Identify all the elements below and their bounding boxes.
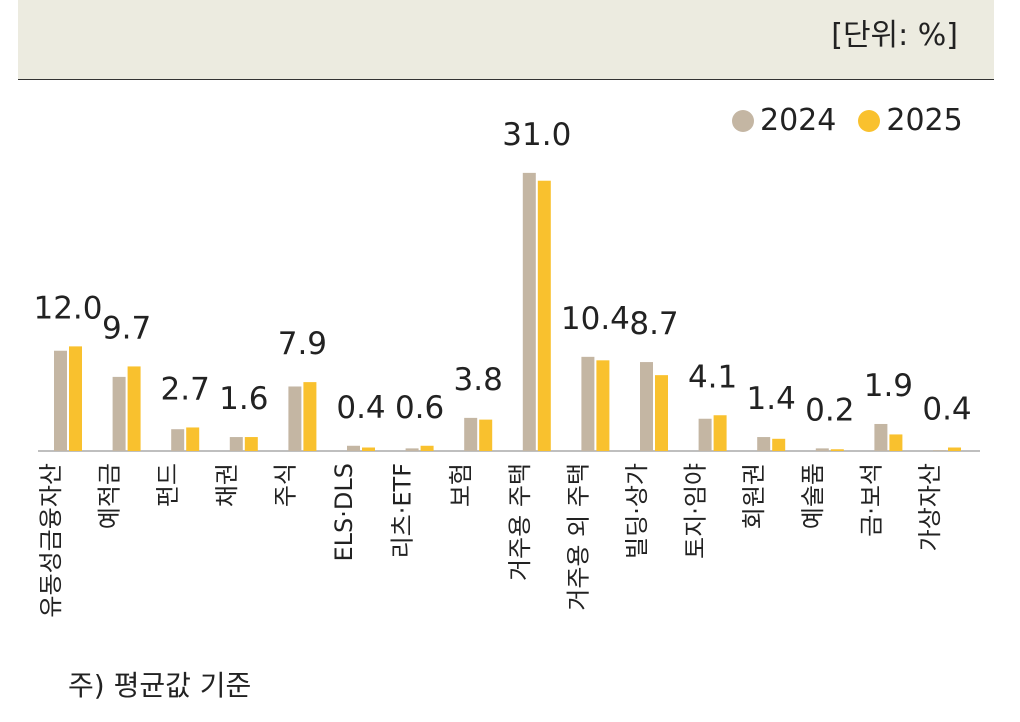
- legend-swatch-2025: [858, 109, 881, 132]
- bar-2024: [171, 429, 185, 451]
- bar-2024: [522, 172, 536, 451]
- bar-2025: [303, 382, 317, 451]
- bar-2025: [244, 437, 258, 451]
- data-label: 8.7: [629, 306, 678, 342]
- data-label: 9.7: [102, 310, 151, 346]
- bar-2024: [229, 437, 243, 451]
- bar-2024: [347, 445, 360, 451]
- footnote: 주) 평균값 기준: [68, 669, 252, 702]
- category-label: 거주용 외 주택: [564, 463, 592, 611]
- data-label: 0.2: [805, 392, 854, 428]
- bar-2025: [596, 360, 610, 451]
- category-label: 주식: [271, 463, 299, 507]
- bar-2025: [772, 438, 786, 451]
- data-label: 0.4: [922, 392, 971, 428]
- data-label: 1.6: [219, 381, 268, 417]
- legend-item-2024: 2024: [732, 103, 836, 138]
- data-label: 12.0: [33, 290, 102, 326]
- bar-2025: [713, 415, 727, 451]
- legend-label-2025: 2025: [886, 103, 963, 138]
- category-label: 채권: [213, 463, 241, 507]
- bar-2025: [127, 366, 141, 451]
- bar-2024: [464, 417, 478, 451]
- bar-2025: [479, 419, 493, 451]
- bar-2024: [581, 356, 595, 451]
- category-label: 토지·임야: [682, 463, 710, 559]
- data-label: 1.9: [864, 368, 913, 404]
- category-label: 리츠·ETF: [389, 463, 417, 558]
- category-label: 가상자산: [916, 463, 944, 551]
- unit-label: [단위: %]: [831, 18, 958, 53]
- category-label: 예술품: [799, 463, 827, 529]
- bar-2024: [54, 350, 67, 451]
- bar-2025: [889, 434, 903, 451]
- category-label: 펀드: [154, 463, 182, 507]
- bar-2024: [405, 448, 419, 451]
- data-label: 2.7: [161, 371, 210, 407]
- bar-2024: [288, 386, 302, 451]
- bar-2024: [874, 423, 888, 451]
- bar-2025: [186, 427, 200, 451]
- bar-2025: [420, 445, 434, 451]
- data-label: 0.6: [395, 390, 444, 426]
- bar-2024: [933, 450, 946, 451]
- data-label: 1.4: [747, 381, 796, 417]
- bar-2024: [640, 362, 653, 451]
- category-label: 금·보석: [857, 463, 885, 537]
- header-band: [단위: %]: [18, 0, 994, 80]
- bar-2024: [815, 448, 829, 451]
- bar-2025: [948, 447, 961, 451]
- data-label: 10.4: [561, 301, 630, 337]
- category-label: 유동성금융자산: [37, 463, 65, 618]
- category-label: 빌딩·상가: [623, 463, 651, 559]
- legend-item-2025: 2025: [858, 103, 963, 138]
- data-label: 3.8: [454, 362, 503, 398]
- category-label: 회원권: [740, 463, 768, 529]
- category-label: 보험: [447, 463, 475, 507]
- data-label: 0.4: [336, 390, 385, 426]
- legend: 2024 2025: [732, 103, 985, 138]
- legend-swatch-2024: [732, 109, 754, 132]
- data-label: 4.1: [688, 359, 737, 395]
- bar-2024: [112, 376, 126, 451]
- bar-2025: [69, 346, 82, 451]
- bar-2025: [830, 449, 844, 451]
- category-label: ELS·DLS: [330, 463, 358, 561]
- category-label: 예적금: [96, 463, 124, 529]
- data-label: 7.9: [278, 326, 327, 362]
- bar-2024: [698, 418, 712, 451]
- legend-label-2024: 2024: [760, 103, 837, 138]
- bar-2025: [362, 447, 375, 451]
- bar-2025: [655, 375, 668, 451]
- bar-2024: [757, 437, 771, 451]
- category-label: 거주용 주택: [506, 463, 534, 581]
- bar-2025: [537, 180, 551, 451]
- data-label: 31.0: [502, 117, 571, 153]
